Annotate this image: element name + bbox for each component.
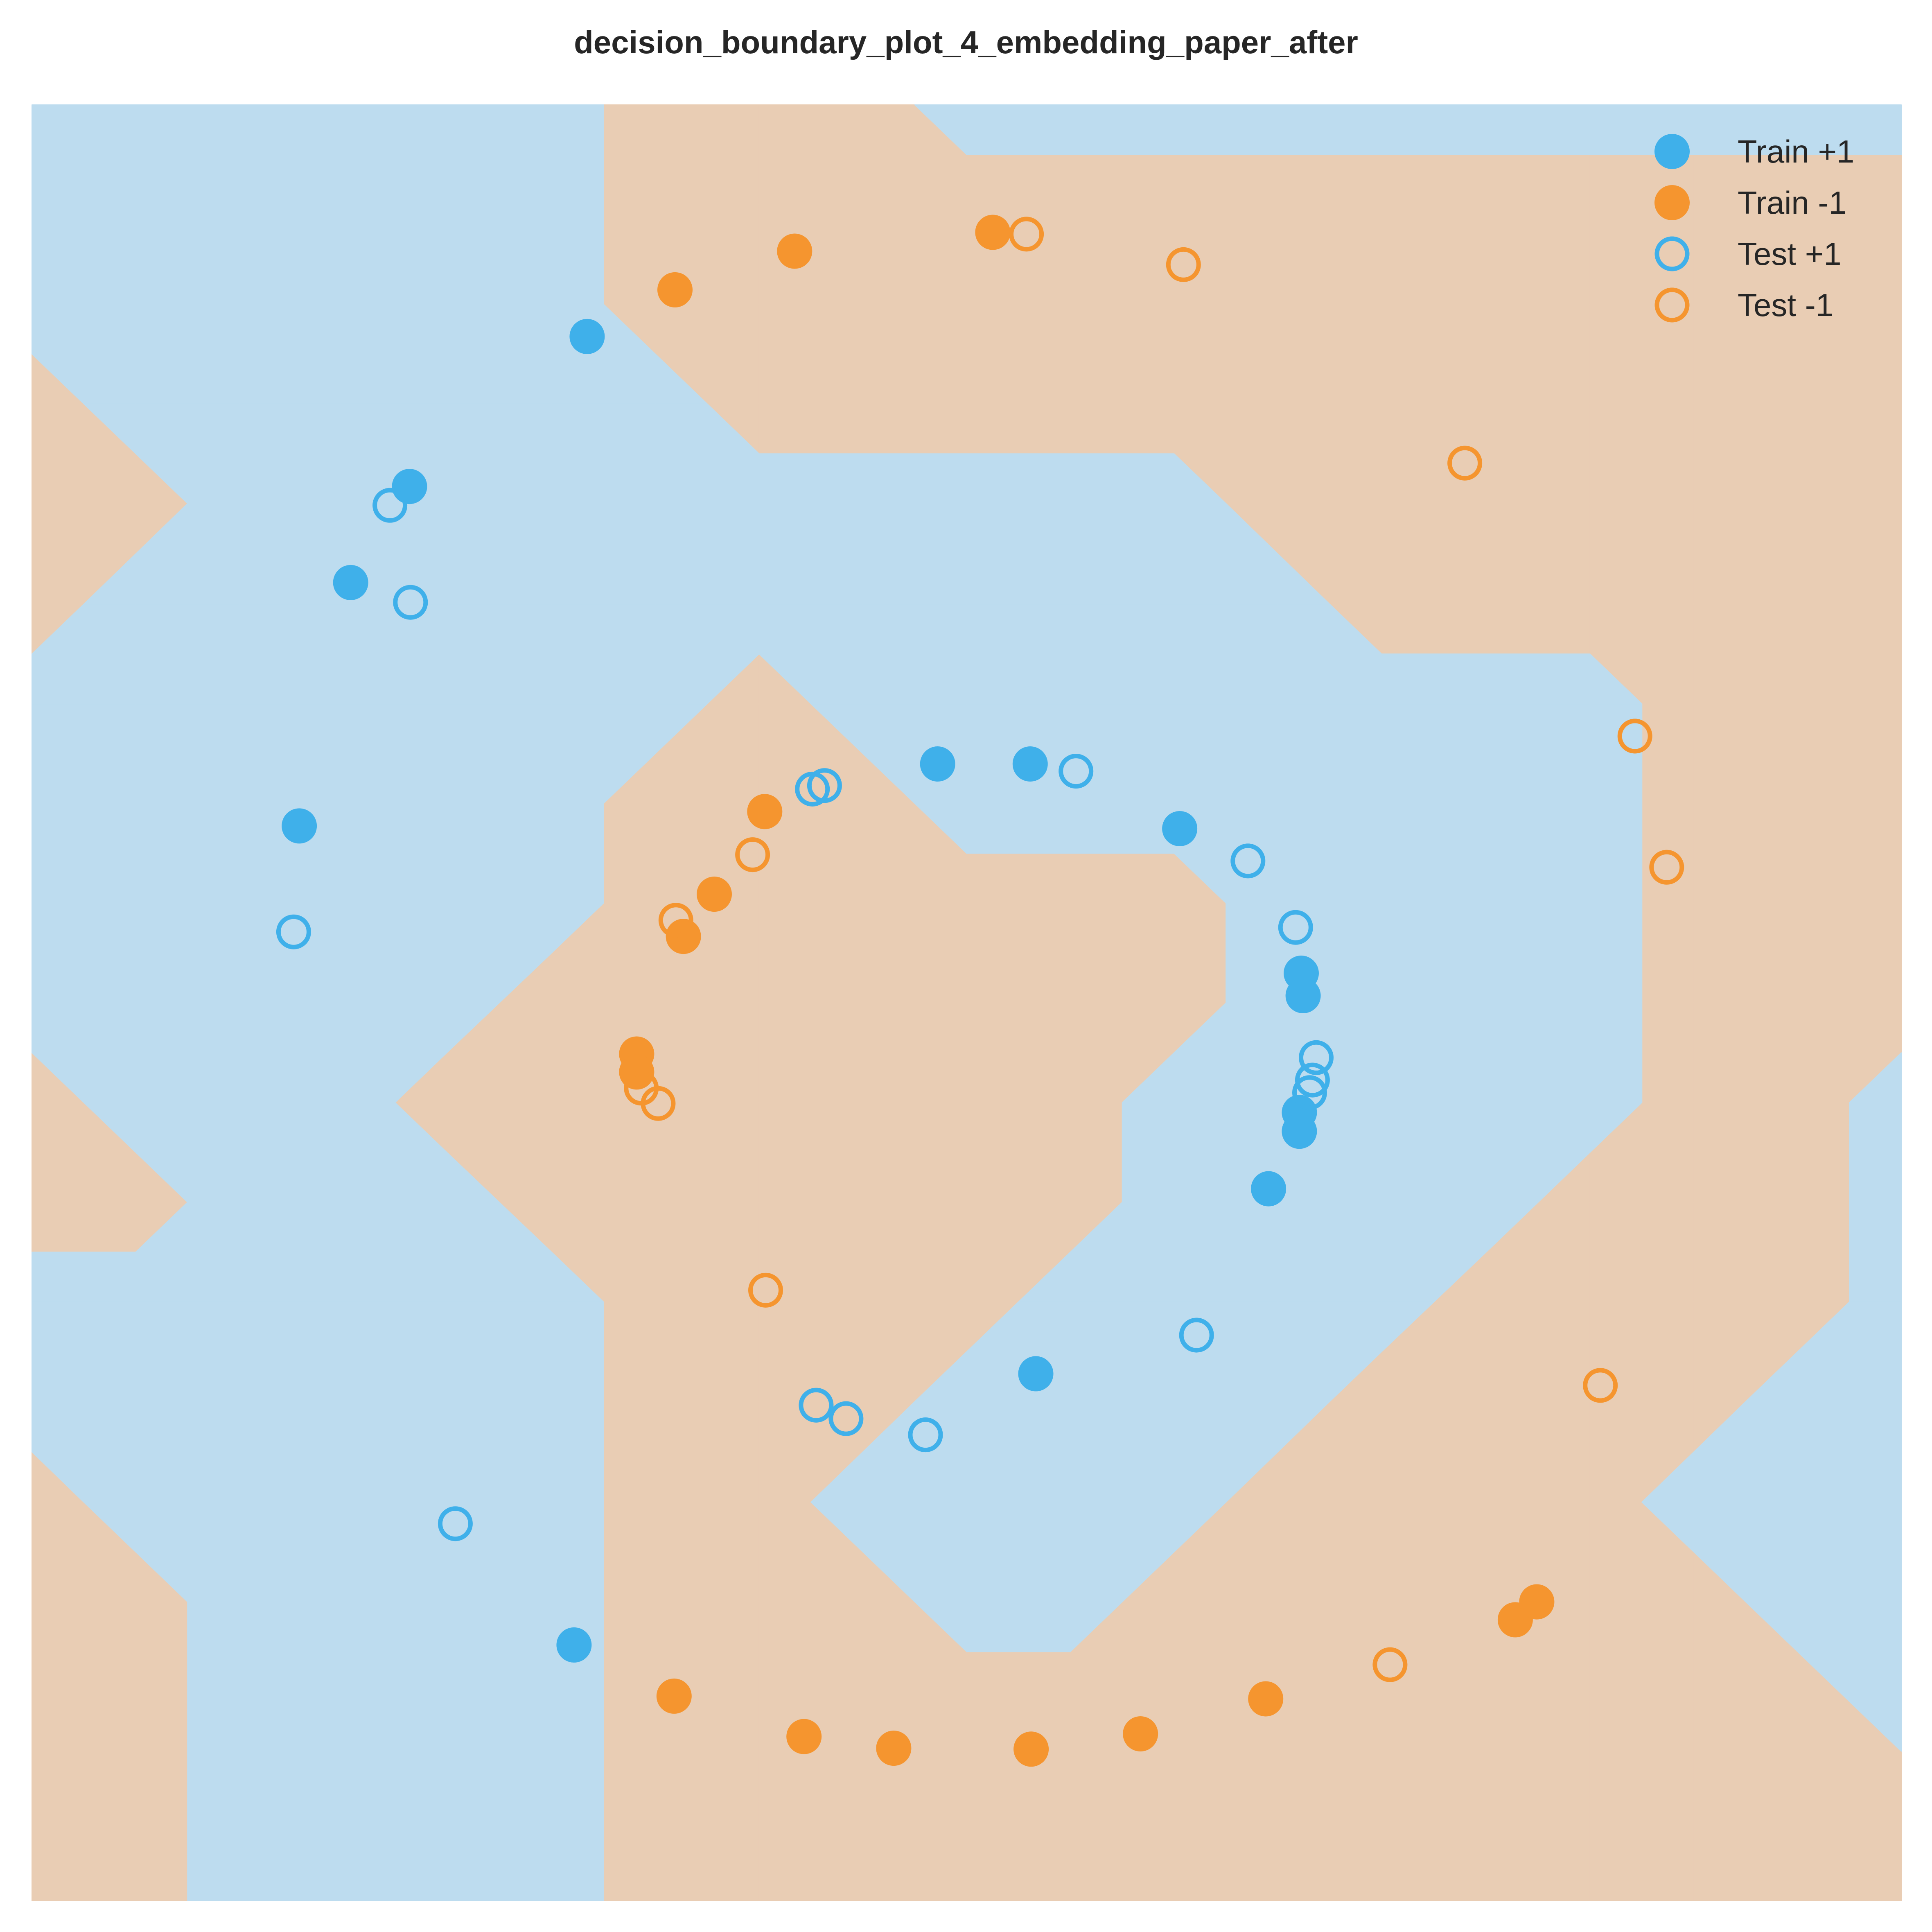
legend-marker-test-neg (1654, 287, 1690, 323)
point-train-neg (786, 1719, 822, 1754)
point-test-pos (828, 1401, 864, 1436)
point-test-pos (1278, 910, 1313, 945)
point-train-neg (747, 794, 783, 829)
point-test-neg (1009, 217, 1044, 252)
point-test-pos (799, 1387, 834, 1423)
point-test-pos (1230, 843, 1266, 879)
point-test-pos (438, 1506, 473, 1541)
point-train-pos (392, 469, 427, 504)
point-test-neg (641, 1086, 676, 1121)
point-train-neg (657, 272, 693, 307)
point-train-neg (1123, 1716, 1158, 1751)
legend-label-test-pos: Test +1 (1738, 236, 1842, 272)
point-train-pos (569, 319, 605, 354)
point-train-pos (1162, 811, 1198, 846)
decision-regions (32, 104, 1902, 1901)
point-test-neg (1166, 247, 1201, 282)
point-train-neg (1013, 1731, 1049, 1767)
point-test-pos (276, 914, 311, 949)
point-test-pos (807, 768, 842, 803)
point-test-neg (1447, 445, 1483, 481)
point-train-neg (876, 1731, 912, 1766)
point-train-pos (556, 1627, 592, 1663)
point-train-pos (1285, 978, 1321, 1013)
point-test-pos (908, 1417, 943, 1453)
point-test-pos (1299, 1040, 1334, 1075)
point-test-neg (748, 1272, 783, 1308)
point-test-pos (393, 585, 428, 620)
point-train-pos (282, 808, 317, 844)
point-test-neg (1649, 850, 1684, 885)
point-train-pos (1251, 1171, 1286, 1207)
point-train-neg (777, 233, 813, 269)
point-train-pos (1018, 1356, 1054, 1392)
point-train-neg (656, 1678, 692, 1714)
point-test-pos (1295, 1062, 1330, 1098)
point-test-pos (1292, 1075, 1327, 1110)
point-train-neg (975, 215, 1011, 250)
point-train-pos (1012, 746, 1048, 782)
legend-label-test-neg: Test -1 (1738, 287, 1833, 323)
point-test-pos (372, 488, 408, 523)
legend-label-train-neg: Train -1 (1738, 185, 1846, 221)
data-points (276, 215, 1684, 1767)
point-train-neg (697, 877, 732, 912)
legend-marker-train-pos (1654, 134, 1690, 169)
point-train-pos (1282, 1114, 1317, 1149)
legend: Train +1 Train -1 Test +1 Test -1 (1654, 133, 1854, 323)
point-test-neg (1583, 1368, 1618, 1403)
point-train-neg (1248, 1681, 1284, 1717)
point-test-neg (1617, 719, 1652, 754)
point-train-neg (1519, 1584, 1555, 1620)
region-negative (32, 104, 1902, 1901)
legend-marker-train-neg (1654, 185, 1690, 220)
region-positive (32, 104, 1902, 1901)
legend-label-train-pos: Train +1 (1738, 133, 1854, 169)
point-test-neg (658, 903, 693, 938)
point-test-neg (735, 837, 770, 872)
point-test-pos (1059, 754, 1094, 789)
point-train-neg (666, 919, 701, 954)
chart-title: decision_boundary_plot_4_embedding_paper… (574, 24, 1358, 60)
point-train-pos (333, 565, 368, 600)
point-test-pos (1179, 1317, 1214, 1353)
point-test-neg (1372, 1647, 1408, 1682)
legend-marker-test-pos (1654, 236, 1690, 271)
point-train-pos (920, 746, 955, 782)
